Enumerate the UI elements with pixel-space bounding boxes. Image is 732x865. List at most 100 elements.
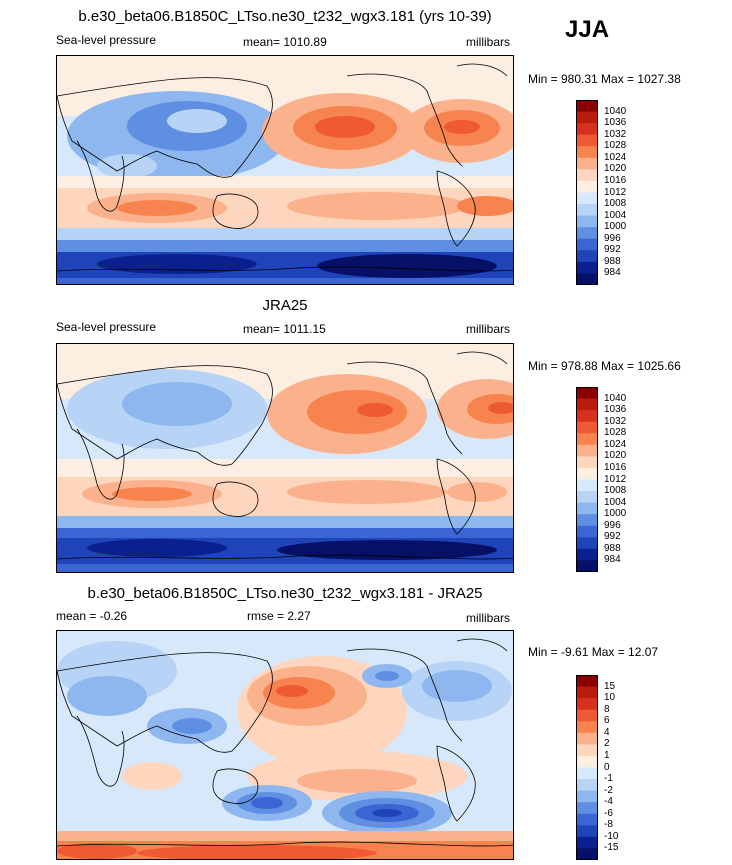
colorbar-swatch	[576, 456, 598, 469]
colorbar-level-label: 1032	[604, 415, 627, 427]
colorbar-level-label: 15	[604, 680, 616, 692]
p1-coastlines	[57, 63, 513, 272]
p2-coastlines	[57, 351, 513, 560]
colorbar-swatch	[576, 273, 598, 285]
colorbar-swatch	[576, 491, 598, 504]
colorbar-swatch	[576, 560, 598, 572]
colorbar-swatch	[576, 169, 598, 182]
p3-coastlines	[57, 638, 513, 847]
colorbar-swatch	[576, 192, 598, 205]
season-label: JJA	[565, 16, 610, 43]
panel3-title: b.e30_beta06.B1850C_LTso.ne30_t232_wgx3.…	[87, 585, 483, 602]
colorbar-swatch	[576, 238, 598, 251]
colorbar-level-label: -8	[604, 819, 613, 831]
colorbar-level-label: 1000	[604, 221, 627, 233]
colorbar-level-label: 992	[604, 531, 621, 543]
panel2-mean: mean= 1011.15	[243, 322, 326, 336]
colorbar-swatch	[576, 836, 598, 849]
panel3-units: millibars	[466, 611, 511, 625]
colorbar-swatch	[576, 433, 598, 446]
colorbar-level-label: 1032	[604, 128, 627, 140]
colorbar-swatch	[576, 250, 598, 263]
colorbar-swatch	[576, 537, 598, 550]
colorbar-level-label: 1036	[604, 117, 627, 129]
colorbar-swatch	[576, 755, 598, 768]
colorbar-swatch	[576, 502, 598, 515]
colorbar-swatch	[576, 686, 598, 699]
colorbar-swatch	[576, 387, 598, 400]
colorbar-swatch	[576, 732, 598, 745]
panel2-colorbar: 1040 1036 1032 1028 1024 1020 1016 1012 1008 1004…	[576, 387, 626, 572]
colorbar-swatch	[576, 514, 598, 527]
colorbar-level-label: 988	[604, 255, 621, 267]
colorbar-swatch	[576, 744, 598, 757]
colorbar-level-label: -1	[604, 773, 613, 785]
colorbar-swatch	[576, 721, 598, 734]
panel3-map	[56, 630, 514, 860]
panel1-map	[56, 55, 514, 285]
colorbar-swatch	[576, 444, 598, 457]
panel1-left-label: Sea-level pressure	[56, 33, 157, 47]
colorbar-level-label: 1	[604, 749, 610, 761]
panel3-colorbar: 15 10 8 6 4 2 1 0 -1 -2 -4 -6 -8 -10 -15	[576, 675, 618, 860]
panel1-minmax: Min = 980.31 Max = 1027.38	[528, 72, 681, 86]
colorbar-swatch	[576, 525, 598, 538]
colorbar-level-label: 1024	[604, 438, 627, 450]
colorbar-level-label: 1004	[604, 496, 627, 508]
colorbar-level-label: 1028	[604, 140, 627, 152]
colorbar-level-label: 1008	[604, 485, 627, 497]
colorbar-swatch	[576, 548, 598, 561]
panel3-minmax: Min = -9.61 Max = 12.07	[528, 645, 659, 659]
colorbar-level-label: 1028	[604, 427, 627, 439]
colorbar-level-label: -15	[604, 842, 619, 854]
panel2-map	[56, 343, 514, 573]
colorbar-swatch	[576, 479, 598, 492]
colorbar-swatch	[576, 410, 598, 423]
colorbar-swatch	[576, 675, 598, 688]
colorbar-level-label: 1012	[604, 473, 627, 485]
panel3-mean: mean = -0.26	[56, 609, 128, 623]
colorbar-swatch	[576, 398, 598, 411]
colorbar-swatch	[576, 802, 598, 815]
colorbar-level-label: 1020	[604, 163, 627, 175]
panel2-title: JRA25	[262, 297, 308, 314]
colorbar-level-label: 1004	[604, 209, 627, 221]
colorbar-level-label: 6	[604, 715, 610, 727]
colorbar-level-label: 984	[604, 267, 621, 279]
colorbar-level-label: 1000	[604, 508, 627, 520]
colorbar-level-label: -2	[604, 784, 613, 796]
colorbar-swatch	[576, 146, 598, 159]
panel1-units: millibars	[466, 35, 511, 49]
colorbar-swatch	[576, 698, 598, 711]
colorbar-level-label: 2	[604, 738, 610, 750]
colorbar-swatch	[576, 421, 598, 434]
colorbar-level-label: 996	[604, 232, 621, 244]
colorbar-swatch	[576, 767, 598, 780]
colorbar-swatch	[576, 157, 598, 170]
colorbar-level-label: 988	[604, 542, 621, 554]
panel2-units: millibars	[466, 322, 511, 336]
p3-asia-neg	[67, 676, 147, 716]
colorbar-level-label: 1020	[604, 450, 627, 462]
colorbar-swatch	[576, 134, 598, 147]
colorbar-level-label: 992	[604, 244, 621, 256]
colorbar-level-label: 984	[604, 554, 621, 566]
colorbar-swatch	[576, 111, 598, 124]
panel1-mean: mean= 1010.89	[243, 35, 327, 49]
colorbar-level-label: -6	[604, 807, 613, 819]
panel3-rmse: rmse = 2.27	[247, 609, 311, 623]
colorbar-level-label: 8	[604, 703, 610, 715]
colorbar-swatch	[576, 100, 598, 113]
colorbar-swatch	[576, 204, 598, 217]
colorbar-swatch	[576, 709, 598, 722]
colorbar-level-label: 996	[604, 519, 621, 531]
colorbar-level-label: 1036	[604, 404, 627, 416]
colorbar-swatch	[576, 467, 598, 480]
colorbar-level-label: 4	[604, 726, 610, 738]
colorbar-swatch	[576, 215, 598, 228]
colorbar-level-label: 1016	[604, 174, 627, 186]
colorbar-level-label: 0	[604, 761, 610, 773]
colorbar-level-label: -4	[604, 796, 613, 808]
colorbar-swatch	[576, 848, 598, 860]
panel2-minmax: Min = 978.88 Max = 1025.66	[528, 359, 681, 373]
